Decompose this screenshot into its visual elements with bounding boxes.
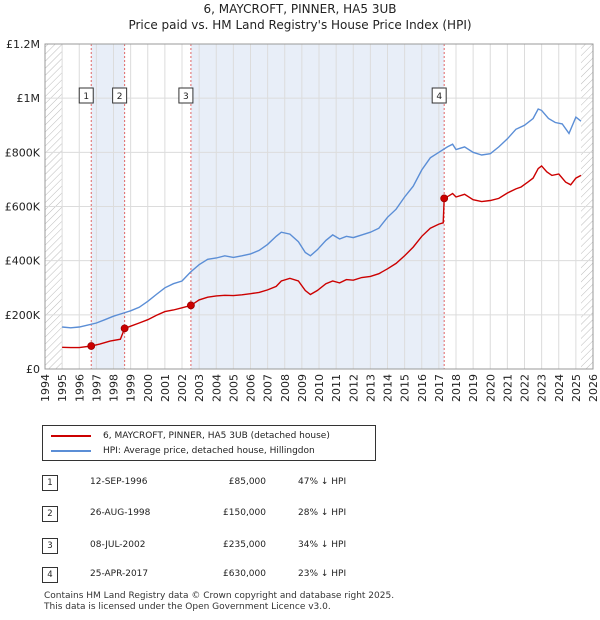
x-tick-label: 2002 — [176, 374, 189, 402]
x-tick-label: 2026 — [587, 374, 600, 402]
x-tick-label: 1999 — [125, 374, 138, 402]
legend: 6, MAYCROFT, PINNER, HA5 3UB (detached h… — [42, 425, 376, 461]
sale-point — [120, 324, 129, 333]
y-tick-label: £1.2M — [6, 38, 40, 51]
x-tick-label: 2023 — [536, 374, 549, 402]
sale-price: £235,000 — [223, 540, 266, 550]
table-row: 2 26-AUG-1998 £150,000 28% ↓ HPI — [42, 506, 422, 522]
x-tick-label: 1996 — [73, 374, 86, 402]
x-tick-label: 2004 — [210, 374, 223, 402]
x-tick-label: 2022 — [519, 374, 532, 402]
x-tick-label: 1997 — [90, 374, 103, 402]
sale-point — [187, 301, 195, 310]
sale-point — [87, 342, 96, 350]
x-tick-label: 2010 — [313, 374, 326, 402]
x-tick-label: 2008 — [279, 374, 292, 402]
legend-swatch-hpi — [51, 450, 91, 452]
sale-date: 26-AUG-1998 — [90, 508, 151, 518]
sale-hpi-diff: 34% ↓ HPI — [298, 540, 347, 550]
x-tick-label: 2019 — [467, 374, 480, 402]
x-tick-label: 2001 — [159, 374, 172, 402]
x-tick-label: 2011 — [330, 374, 343, 402]
y-tick-label: £400K — [5, 255, 41, 268]
x-tick-label: 2003 — [193, 374, 206, 402]
sale-label-text: 4 — [436, 92, 442, 102]
table-row: 3 08-JUL-2002 £235,000 34% ↓ HPI — [42, 538, 422, 554]
y-tick-label: £200K — [5, 309, 41, 322]
x-tick-label: 1994 — [39, 374, 52, 402]
x-tick-label: 2016 — [416, 374, 429, 402]
y-tick-label: £0 — [26, 363, 40, 376]
x-tick-label: 1998 — [108, 374, 121, 402]
series-line — [62, 108, 582, 329]
table-row: 4 25-APR-2017 £630,000 23% ↓ HPI — [42, 567, 422, 583]
sale-date: 12-SEP-1996 — [90, 477, 148, 487]
sale-label-box — [431, 87, 447, 104]
x-tick-label: 2025 — [570, 374, 583, 402]
x-tick-label: 2000 — [142, 374, 155, 402]
sale-marker-label: 4 — [42, 567, 58, 583]
legend-label-hpi: HPI: Average price, detached house, Hill… — [103, 446, 315, 456]
table-row: 1 12-SEP-1996 £85,000 47% ↓ HPI — [42, 475, 422, 491]
sale-marker-label: 2 — [42, 506, 58, 522]
chart-subtitle: Price paid vs. HM Land Registry's House … — [128, 18, 472, 32]
x-tick-label: 2017 — [433, 374, 446, 402]
legend-label-property: 6, MAYCROFT, PINNER, HA5 3UB (detached h… — [103, 431, 330, 441]
sale-label-box — [112, 87, 128, 104]
sale-label-text: 1 — [83, 92, 89, 102]
legend-item-property: 6, MAYCROFT, PINNER, HA5 3UB (detached h… — [51, 429, 330, 443]
sale-marker-label: 1 — [42, 475, 58, 491]
x-tick-label: 2014 — [382, 374, 395, 402]
x-tick-label: 2018 — [450, 374, 463, 402]
x-tick-label: 2024 — [553, 374, 566, 402]
sale-hpi-diff: 23% ↓ HPI — [298, 569, 347, 579]
sale-label-box — [78, 87, 94, 104]
footer-copyright: Contains HM Land Registry data © Crown c… — [44, 591, 395, 601]
sale-label-text: 2 — [117, 92, 123, 102]
legend-item-hpi: HPI: Average price, detached house, Hill… — [51, 444, 315, 458]
price-chart: 1 2 3 4 £0 £200K £400K £600K £800K £1M £1.2M 1994 19… — [5, 38, 600, 402]
sale-label-box — [178, 87, 194, 104]
sale-point — [440, 194, 449, 203]
plot-frame — [44, 43, 594, 370]
sale-hpi-diff: 28% ↓ HPI — [298, 508, 347, 518]
x-tick-label: 2012 — [347, 374, 360, 402]
sale-price: £85,000 — [228, 477, 266, 487]
x-tick-label: 1995 — [56, 374, 69, 402]
sale-date: 08-JUL-2002 — [90, 540, 146, 550]
sale-hpi-diff: 47% ↓ HPI — [298, 477, 347, 487]
series-line — [62, 164, 582, 349]
chart-title: 6, MAYCROFT, PINNER, HA5 3UB — [203, 2, 397, 16]
sale-price: £150,000 — [223, 508, 266, 518]
x-tick-label: 2020 — [484, 374, 497, 402]
legend-swatch-property — [51, 435, 91, 437]
sale-label-text: 3 — [183, 92, 189, 102]
x-tick-label: 2021 — [501, 374, 514, 402]
footer-licence: This data is licensed under the Open Gov… — [44, 602, 331, 612]
x-tick-label: 2007 — [262, 374, 275, 402]
y-tick-label: £1M — [17, 92, 41, 105]
sale-price: £630,000 — [223, 569, 266, 579]
y-tick-label: £800K — [5, 146, 41, 159]
x-tick-label: 2005 — [227, 374, 240, 402]
x-tick-label: 2009 — [296, 374, 309, 402]
y-tick-label: £600K — [5, 201, 41, 214]
x-tick-label: 2006 — [245, 374, 258, 402]
sale-date: 25-APR-2017 — [90, 569, 149, 579]
x-tick-label: 2013 — [364, 374, 377, 402]
x-tick-label: 2015 — [399, 374, 412, 402]
sale-marker-label: 3 — [42, 538, 58, 554]
